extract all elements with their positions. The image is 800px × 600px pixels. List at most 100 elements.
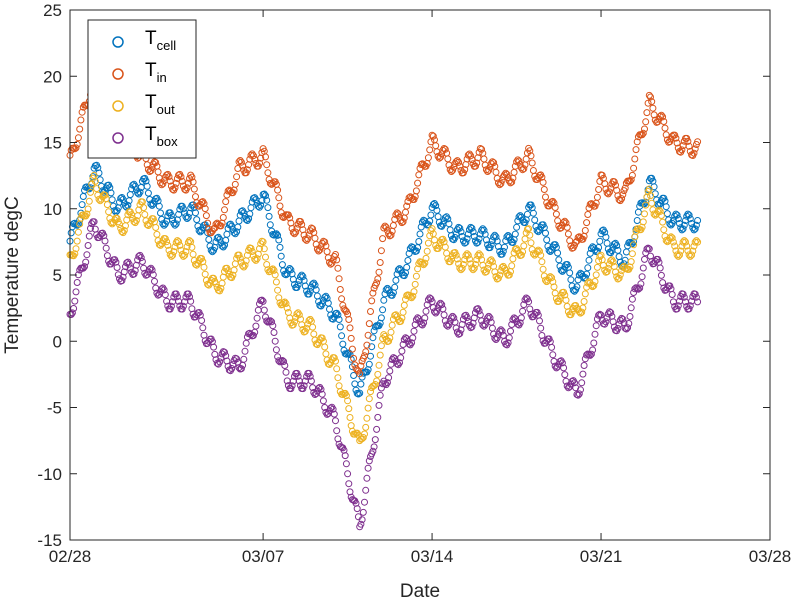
data-point	[582, 291, 588, 297]
data-point	[502, 244, 508, 250]
data-point	[662, 125, 668, 131]
x-tick-label: 03/07	[242, 547, 285, 566]
data-point	[103, 245, 109, 251]
data-point	[581, 363, 587, 369]
data-point	[562, 372, 568, 378]
y-tick-label: -10	[37, 465, 62, 484]
y-tick-label: -5	[47, 399, 62, 418]
data-point	[327, 306, 333, 312]
data-point	[271, 330, 277, 336]
data-point	[78, 117, 84, 123]
data-point	[282, 363, 288, 369]
data-point	[80, 194, 86, 200]
data-point	[585, 265, 591, 271]
data-point	[347, 415, 353, 421]
data-point	[424, 248, 430, 254]
data-point	[275, 187, 281, 193]
data-point	[339, 333, 345, 339]
data-point	[109, 197, 115, 203]
data-point	[234, 174, 240, 180]
data-point	[201, 264, 207, 270]
data-point	[242, 348, 248, 354]
data-point	[639, 274, 645, 280]
data-point	[640, 265, 646, 271]
data-point	[86, 233, 92, 239]
data-point	[346, 481, 352, 487]
data-point	[403, 209, 409, 215]
data-point	[193, 194, 199, 200]
data-point	[365, 332, 371, 338]
data-point	[593, 323, 599, 329]
data-point	[540, 266, 546, 272]
data-point	[261, 307, 267, 313]
data-point	[334, 428, 340, 434]
data-point	[377, 352, 383, 358]
data-point	[72, 298, 78, 304]
data-point	[360, 509, 366, 515]
data-point	[349, 346, 355, 352]
data-point	[335, 375, 341, 381]
data-point	[544, 237, 550, 243]
data-point	[334, 366, 340, 372]
data-point	[333, 418, 339, 424]
data-point	[366, 396, 372, 402]
data-point	[68, 230, 74, 236]
data-point	[511, 169, 517, 175]
data-point	[661, 227, 667, 233]
y-tick-label: 25	[43, 1, 62, 20]
data-point	[337, 287, 343, 293]
data-point	[145, 190, 151, 196]
data-point	[580, 371, 586, 377]
data-point	[368, 309, 374, 315]
data-point	[352, 381, 358, 387]
data-point	[206, 237, 212, 243]
x-tick-label: 03/14	[411, 547, 454, 566]
data-point	[375, 276, 381, 282]
data-point	[543, 194, 549, 200]
data-point	[537, 318, 543, 324]
data-point	[579, 380, 585, 386]
data-point	[104, 253, 110, 259]
data-point	[253, 323, 259, 329]
data-point	[594, 264, 600, 270]
data-point	[77, 126, 83, 132]
data-point	[232, 181, 238, 187]
data-point	[346, 406, 352, 412]
data-point	[236, 218, 242, 224]
data-point	[322, 344, 328, 350]
x-axis-label: Date	[400, 581, 440, 600]
data-point	[529, 160, 535, 166]
data-point	[84, 252, 90, 258]
data-point	[75, 229, 81, 235]
data-point	[481, 156, 487, 162]
data-point	[374, 426, 380, 432]
data-point	[283, 369, 289, 375]
data-point	[416, 239, 422, 245]
data-point	[375, 371, 381, 377]
data-point	[642, 211, 648, 217]
data-point	[362, 431, 368, 437]
data-point	[278, 253, 284, 259]
data-point	[412, 281, 418, 287]
data-point	[152, 278, 158, 284]
data-point	[190, 251, 196, 257]
data-point	[346, 317, 352, 323]
data-point	[631, 165, 637, 171]
data-point	[220, 274, 226, 280]
data-point	[425, 240, 431, 246]
data-point	[200, 325, 206, 331]
data-point	[432, 237, 438, 243]
data-point	[512, 231, 518, 237]
y-axis-label: Temperature degC	[2, 196, 23, 353]
data-point	[277, 203, 283, 209]
data-point	[106, 209, 112, 215]
data-point	[267, 222, 273, 228]
data-point	[320, 398, 326, 404]
data-point	[263, 254, 269, 260]
legend: TcellTinToutTbox	[88, 20, 196, 158]
data-point	[203, 213, 209, 219]
data-point	[629, 296, 635, 302]
data-point	[375, 414, 381, 420]
data-point	[102, 238, 108, 244]
data-point	[582, 228, 588, 234]
